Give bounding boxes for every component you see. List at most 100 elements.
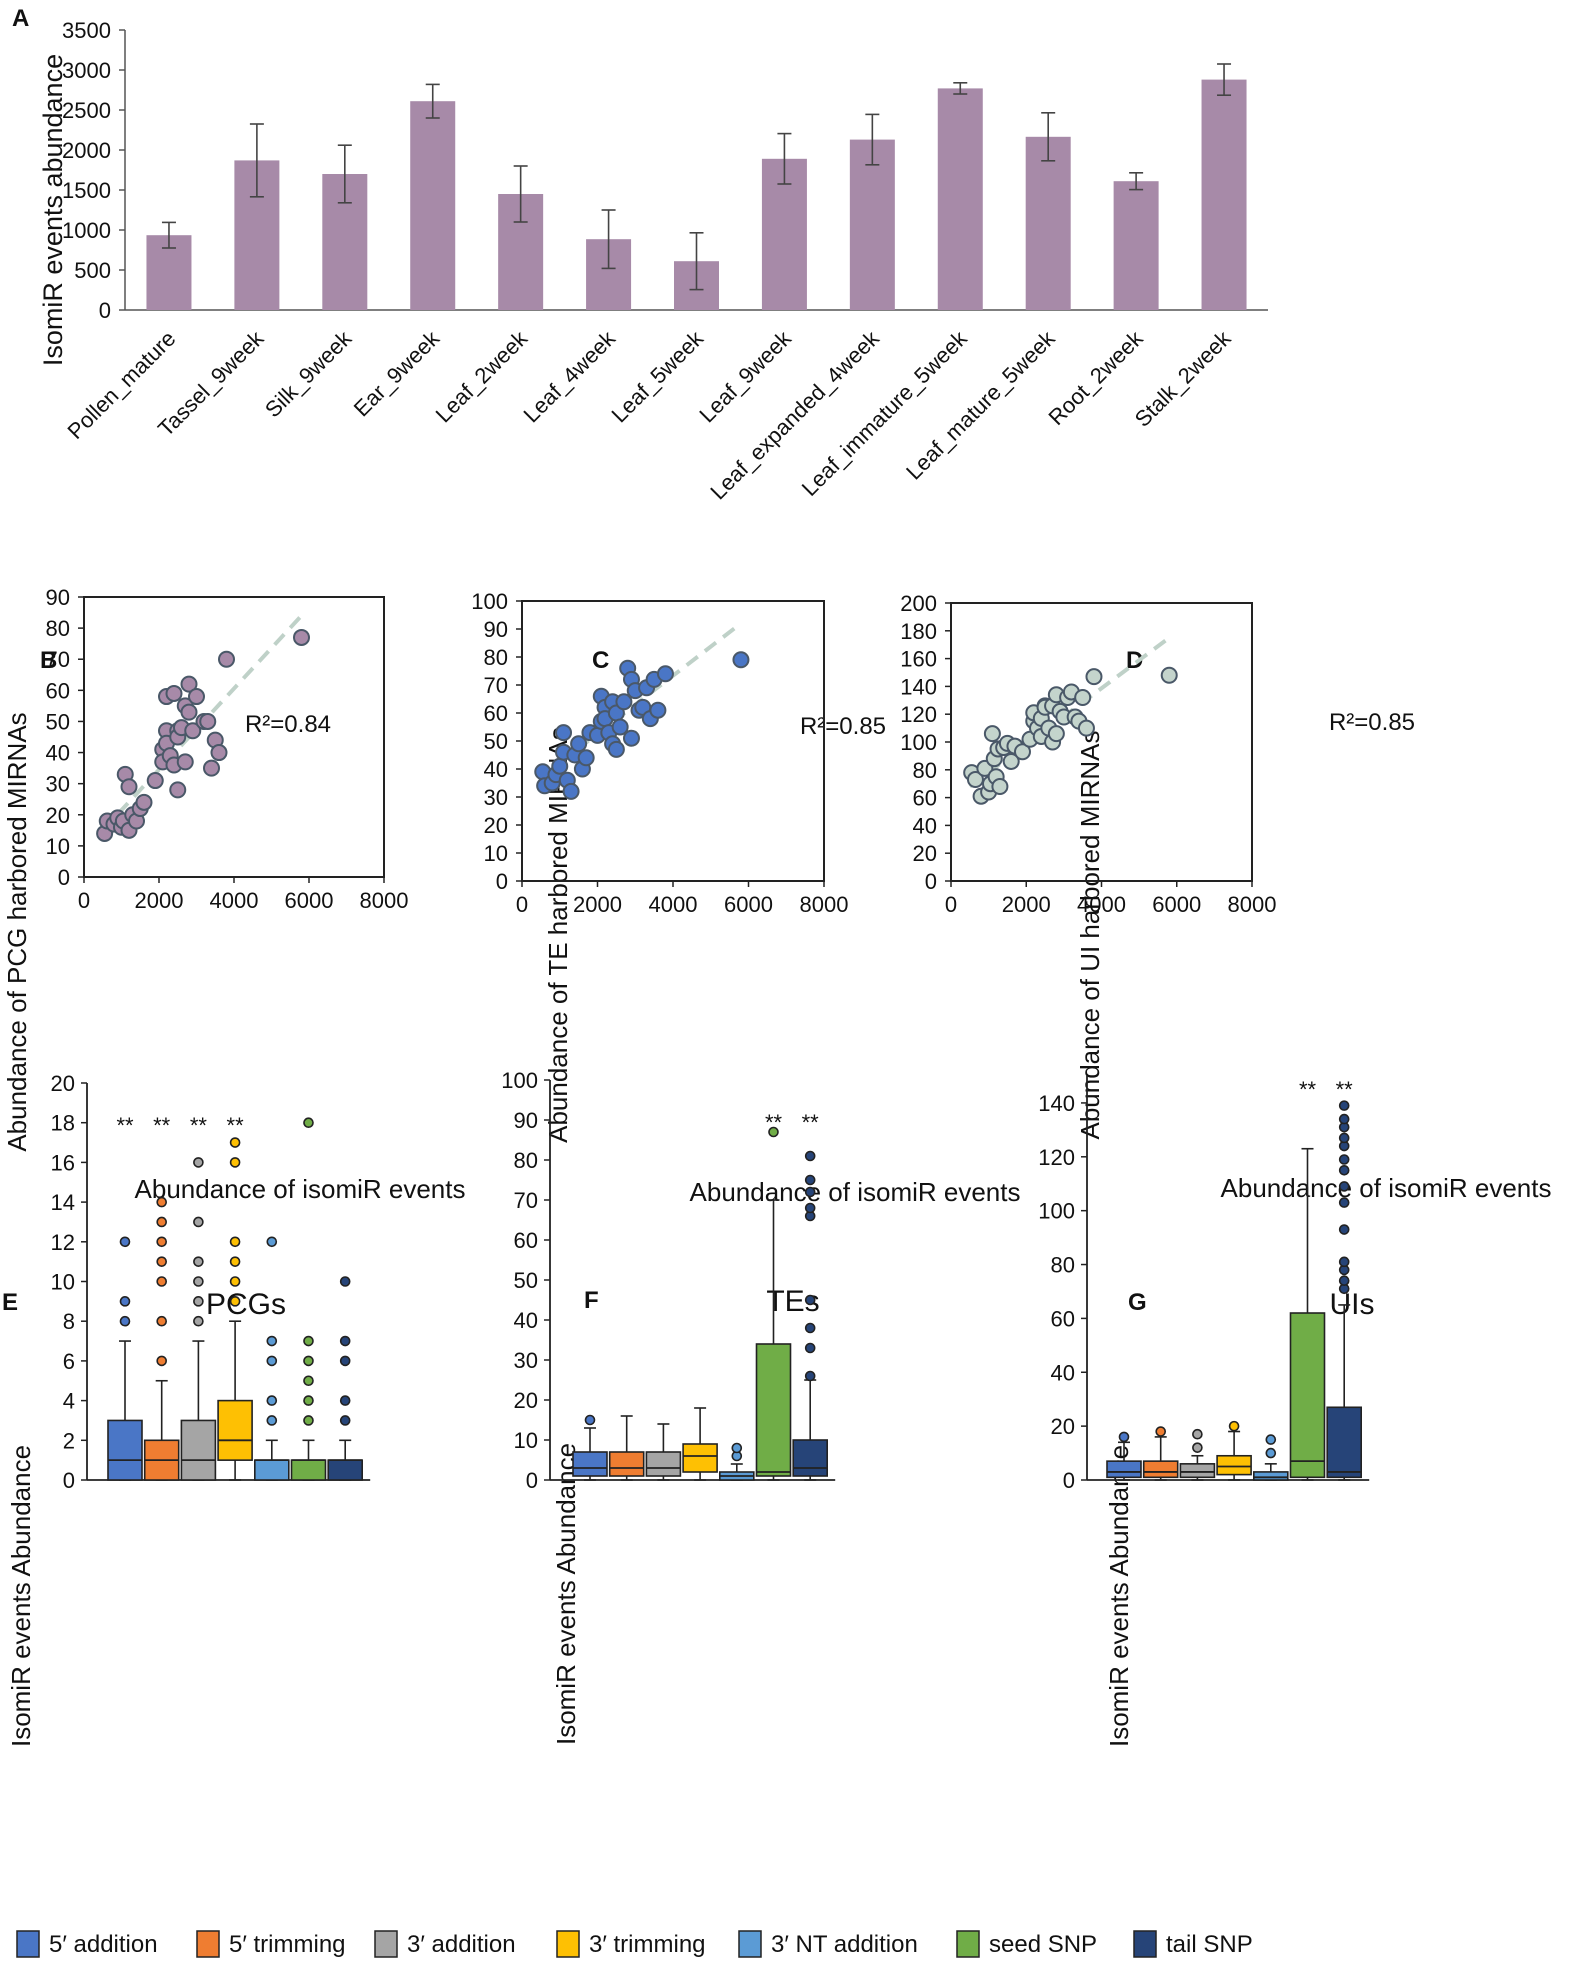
F-plot-y-tick-label: 50 (514, 1268, 538, 1293)
E-plot-y-tick-label: 18 (51, 1111, 75, 1136)
G-plot-box (1142, 1460, 1179, 1479)
a-bar (1113, 181, 1159, 310)
G-plot-box (1179, 1463, 1216, 1479)
B-plot-y-tick-label: 30 (46, 772, 70, 797)
D-plot-y-tick-label: 0 (925, 869, 937, 894)
C-plot-x-tick-label: 0 (516, 892, 528, 917)
panel-e-y-axis-label: IsomiR events Abundance (6, 1445, 36, 1747)
C-plot-y-tick-label: 50 (484, 729, 508, 754)
a-x-tick-label: Leaf_immature_5week (797, 325, 973, 501)
C-plot-y-tick-label: 20 (484, 813, 508, 838)
B-plot-point (210, 744, 228, 762)
C-plot-point (649, 701, 667, 719)
legend-swatch (1133, 1930, 1157, 1958)
B-plot-y-tick-label: 80 (46, 616, 70, 641)
F-plot-y-tick-label: 100 (501, 1068, 538, 1093)
panel-c-scatter: C R²=0.85 Abundance of isomiR events Abu… (471, 589, 1020, 1207)
a-x-tick-label: Stalk_2week (1130, 325, 1237, 432)
C-plot-x-tick-label: 2000 (573, 892, 622, 917)
F-plot-outlier (804, 1186, 816, 1198)
G-plot-outlier (1155, 1426, 1166, 1437)
G-plot-box (1326, 1406, 1362, 1479)
E-plot-y-tick-label: 14 (51, 1190, 75, 1215)
legend-label: seed SNP (989, 1931, 1097, 1958)
B-plot-point (146, 772, 164, 790)
F-plot-y-tick-label: 40 (514, 1308, 538, 1333)
legend-label: 3′ NT addition (771, 1931, 918, 1958)
panel-e-boxplot: E PCGs IsomiR events Abundance 0 2 4 6 8 10 12… (2, 1071, 371, 1747)
D-plot-y-tick-label: 80 (913, 758, 937, 783)
panel-f-boxplot: F TEs IsomiR events Abundance 0102030405… (501, 1068, 836, 1745)
G-plot-y-tick-label: 60 (1051, 1306, 1075, 1331)
E-plot-outlier (156, 1216, 167, 1228)
E-plot-y-tick-label: 12 (51, 1230, 75, 1255)
a-y-tick-label: 0 (99, 298, 111, 323)
E-plot-box (327, 1459, 364, 1481)
panel-f-y-axis-label: IsomiR events Abundance (551, 1443, 581, 1745)
E-plot-outlier (266, 1395, 278, 1406)
F-plot-outlier (731, 1442, 743, 1454)
panel-b-title: R²=0.84 (245, 711, 331, 738)
G-plot-outlier (1338, 1154, 1350, 1165)
E-plot-outlier (193, 1216, 204, 1228)
G-plot-outlier (1192, 1442, 1203, 1453)
G-plot-outlier (1338, 1100, 1350, 1111)
E-plot-outlier (229, 1256, 241, 1267)
D-plot-x-tick-label: 4000 (1077, 892, 1126, 917)
a-x-tick-label: Leaf_mature_5week (901, 325, 1060, 484)
C-plot-point (570, 735, 588, 753)
a-y-tick-label: 2000 (62, 138, 111, 163)
E-plot-y-tick-label: 8 (63, 1309, 75, 1334)
E-plot-outlier (156, 1276, 167, 1287)
panel-b-x-axis-label: Abundance of isomiR events (135, 1174, 466, 1204)
F-plot-outlier (584, 1414, 596, 1426)
B-plot-y-tick-label: 70 (46, 647, 70, 672)
a-x-tick-label: Silk_9week (260, 325, 357, 422)
B-plot-x-tick-label: 6000 (285, 888, 334, 913)
B-plot-point (218, 650, 235, 668)
E-plot-outlier (119, 1236, 131, 1248)
D-plot-y-tick-label: 180 (900, 619, 937, 644)
E-plot-outlier (229, 1137, 241, 1148)
F-plot-outlier (804, 1370, 816, 1382)
B-plot-point (184, 722, 202, 740)
panel-b-scatter: B R²=0.84 Abundance of isomiR events Abu… (2, 585, 465, 1204)
E-plot-outlier (339, 1395, 351, 1406)
B-plot-y-tick-label: 10 (46, 834, 70, 859)
legend-label: 5′ addition (49, 1931, 158, 1958)
panel-d-title: R²=0.85 (1329, 709, 1415, 736)
F-plot-significance-mark: ** (802, 1110, 820, 1135)
G-plot-outlier (1338, 1113, 1350, 1125)
legend-swatch (374, 1930, 398, 1958)
a-bar (1201, 79, 1247, 310)
E-plot-outlier (303, 1117, 314, 1128)
F-plot-outlier (804, 1294, 816, 1306)
F-plot-outlier (804, 1322, 816, 1334)
B-plot-x-tick-label: 2000 (135, 888, 184, 913)
E-plot-y-tick-label: 2 (63, 1428, 75, 1453)
F-plot-box (792, 1439, 829, 1477)
panel-e-title: PCGs (206, 1288, 286, 1321)
C-plot-point (562, 782, 580, 800)
D-plot-point (1160, 666, 1178, 684)
E-plot-box (217, 1399, 253, 1461)
a-bar (410, 101, 456, 310)
B-plot-point (135, 793, 153, 811)
a-y-tick-label: 1500 (62, 178, 111, 203)
D-plot-point (966, 771, 984, 789)
G-plot-y-tick-label: 20 (1051, 1414, 1075, 1439)
a-x-tick-label: Leaf_5week (606, 325, 708, 427)
E-plot-outlier (193, 1296, 204, 1307)
E-plot-outlier (339, 1415, 351, 1426)
a-x-tick-label: Leaf_expanded_4week (705, 325, 884, 504)
E-plot-outlier (156, 1236, 167, 1248)
E-plot-outlier (229, 1296, 241, 1307)
C-plot-y-tick-label: 10 (484, 841, 508, 866)
F-plot-y-tick-label: 0 (526, 1468, 538, 1493)
D-plot-x-tick-label: 8000 (1228, 892, 1277, 917)
C-plot-x-tick-label: 6000 (724, 892, 773, 917)
panel-label-e: E (2, 1289, 18, 1316)
C-plot-x-tick-label: 8000 (800, 892, 849, 917)
E-plot-outlier (229, 1236, 241, 1248)
a-y-tick-label: 500 (74, 258, 111, 283)
